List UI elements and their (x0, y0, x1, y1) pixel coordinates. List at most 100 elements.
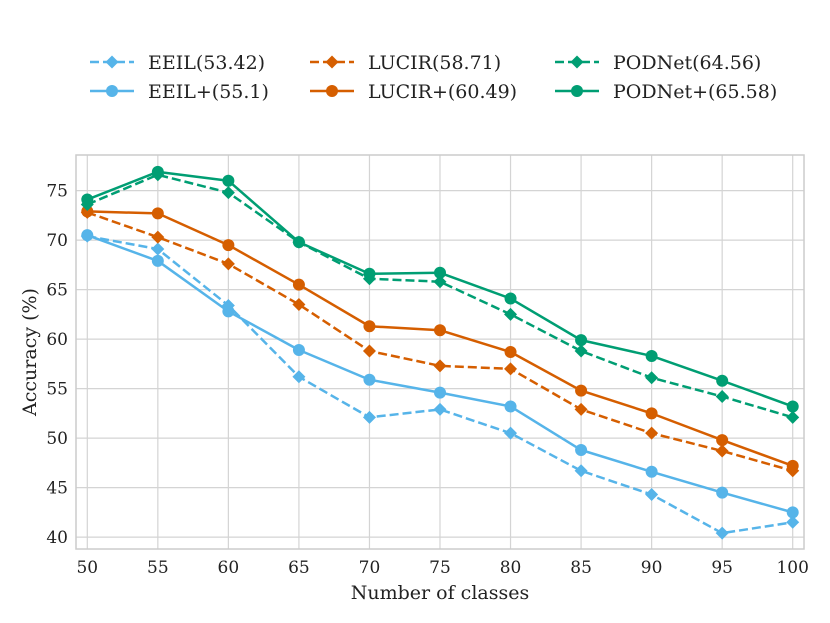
data-point (434, 386, 446, 399)
legend-marker (571, 85, 583, 97)
data-point (151, 165, 164, 178)
y-tick-label: 60 (46, 330, 68, 350)
legend-marker (326, 85, 338, 97)
legend-item-lucir-58-71: LUCIR(58.71) (310, 52, 501, 74)
data-point (292, 278, 305, 291)
legend-label: PODNet+(65.58) (613, 81, 777, 103)
legend-label: EEIL(53.42) (148, 52, 265, 74)
data-point (221, 257, 235, 271)
data-point (151, 230, 165, 244)
x-tick-label: 90 (641, 558, 663, 578)
legend-item-podnet-64-56: PODNet(64.56) (555, 52, 761, 74)
x-tick-label: 75 (429, 558, 451, 578)
data-point (574, 402, 588, 416)
data-point (433, 359, 447, 373)
legend-item-lucir-60-49: LUCIR+(60.49) (310, 81, 517, 103)
y-axis-title: Accuracy (%) (19, 288, 41, 417)
data-point (716, 374, 729, 387)
data-point (786, 410, 800, 424)
data-point (504, 362, 518, 376)
y-tick-label: 45 (46, 479, 68, 499)
x-axis-title: Number of classes (351, 582, 529, 604)
data-point (645, 407, 658, 420)
data-point (786, 506, 799, 519)
data-point (645, 465, 658, 478)
legend-item-eeil-55-1: EEIL+(55.1) (90, 81, 269, 103)
y-tick-label: 65 (46, 281, 68, 301)
data-point (433, 275, 447, 289)
legend: EEIL(53.42) EEIL+(55.1) LUCIR(58.71) LUCIR+… (90, 52, 777, 103)
data-point (151, 254, 164, 267)
data-point (433, 402, 447, 416)
series-podnet-65-58 (81, 165, 799, 413)
data-point (574, 464, 588, 478)
data-point (645, 426, 659, 440)
series-line (86, 211, 794, 472)
data-point (645, 349, 658, 362)
grid (76, 155, 804, 549)
x-tick-label: 85 (570, 558, 592, 578)
data-point (504, 307, 518, 321)
data-point (222, 305, 235, 318)
data-point (575, 334, 588, 347)
y-tick-label: 55 (46, 380, 68, 400)
series-lucir-60-49 (81, 205, 799, 472)
y-axis: 40 45 50 55 60 65 70 75 (46, 182, 68, 548)
data-point (504, 400, 517, 413)
x-tick-label: 70 (359, 558, 381, 578)
data-point (645, 488, 659, 502)
data-point (434, 266, 446, 279)
plot-frame (75, 154, 805, 550)
data-point (574, 344, 588, 358)
series-podnet-64-56 (80, 168, 800, 424)
data-point (81, 229, 94, 242)
data-point (363, 373, 376, 386)
data-point (504, 426, 518, 440)
data-point (221, 186, 235, 200)
y-tick-label: 40 (46, 528, 68, 548)
data-point (81, 193, 94, 206)
x-tick-label: 55 (147, 558, 169, 578)
x-tick-label: 50 (76, 558, 98, 578)
data-point (575, 384, 588, 397)
y-tick-label: 70 (46, 231, 68, 251)
data-point (716, 486, 729, 499)
x-tick-label: 80 (500, 558, 522, 578)
data-point (151, 207, 164, 220)
data-point (504, 346, 517, 358)
data-point (434, 324, 446, 337)
legend-item-eeil-53-42: EEIL(53.42) (90, 52, 265, 74)
data-point (222, 239, 235, 252)
data-point (715, 526, 729, 540)
data-point (151, 242, 165, 256)
x-tick-label: 95 (711, 558, 733, 578)
data-point (292, 344, 305, 357)
legend-label: EEIL+(55.1) (148, 81, 269, 103)
data-point (715, 390, 729, 404)
x-tick-label: 60 (218, 558, 240, 578)
data-point (362, 344, 376, 358)
series-eeil-55-1 (81, 229, 799, 519)
data-point (292, 236, 305, 249)
legend-label: LUCIR+(60.49) (368, 81, 517, 103)
data-point (292, 297, 306, 311)
legend-marker (570, 55, 584, 69)
legend-marker (325, 55, 339, 69)
data-point (81, 205, 94, 218)
legend-item-podnet-65-58: PODNet+(65.58) (555, 81, 777, 103)
data-point (645, 371, 659, 385)
data-point (575, 444, 588, 457)
data-point (362, 410, 376, 424)
data-point (222, 174, 235, 187)
x-tick-label: 100 (776, 558, 808, 578)
legend-marker (105, 55, 119, 69)
data-point (715, 444, 729, 458)
x-tick-label: 65 (288, 558, 310, 578)
data-point (292, 370, 306, 384)
x-axis: 50 55 60 65 70 75 80 85 90 95 100 (76, 558, 808, 578)
y-tick-label: 75 (46, 182, 68, 202)
data-point (786, 515, 800, 529)
data-point (363, 320, 376, 333)
data-point (504, 292, 517, 305)
